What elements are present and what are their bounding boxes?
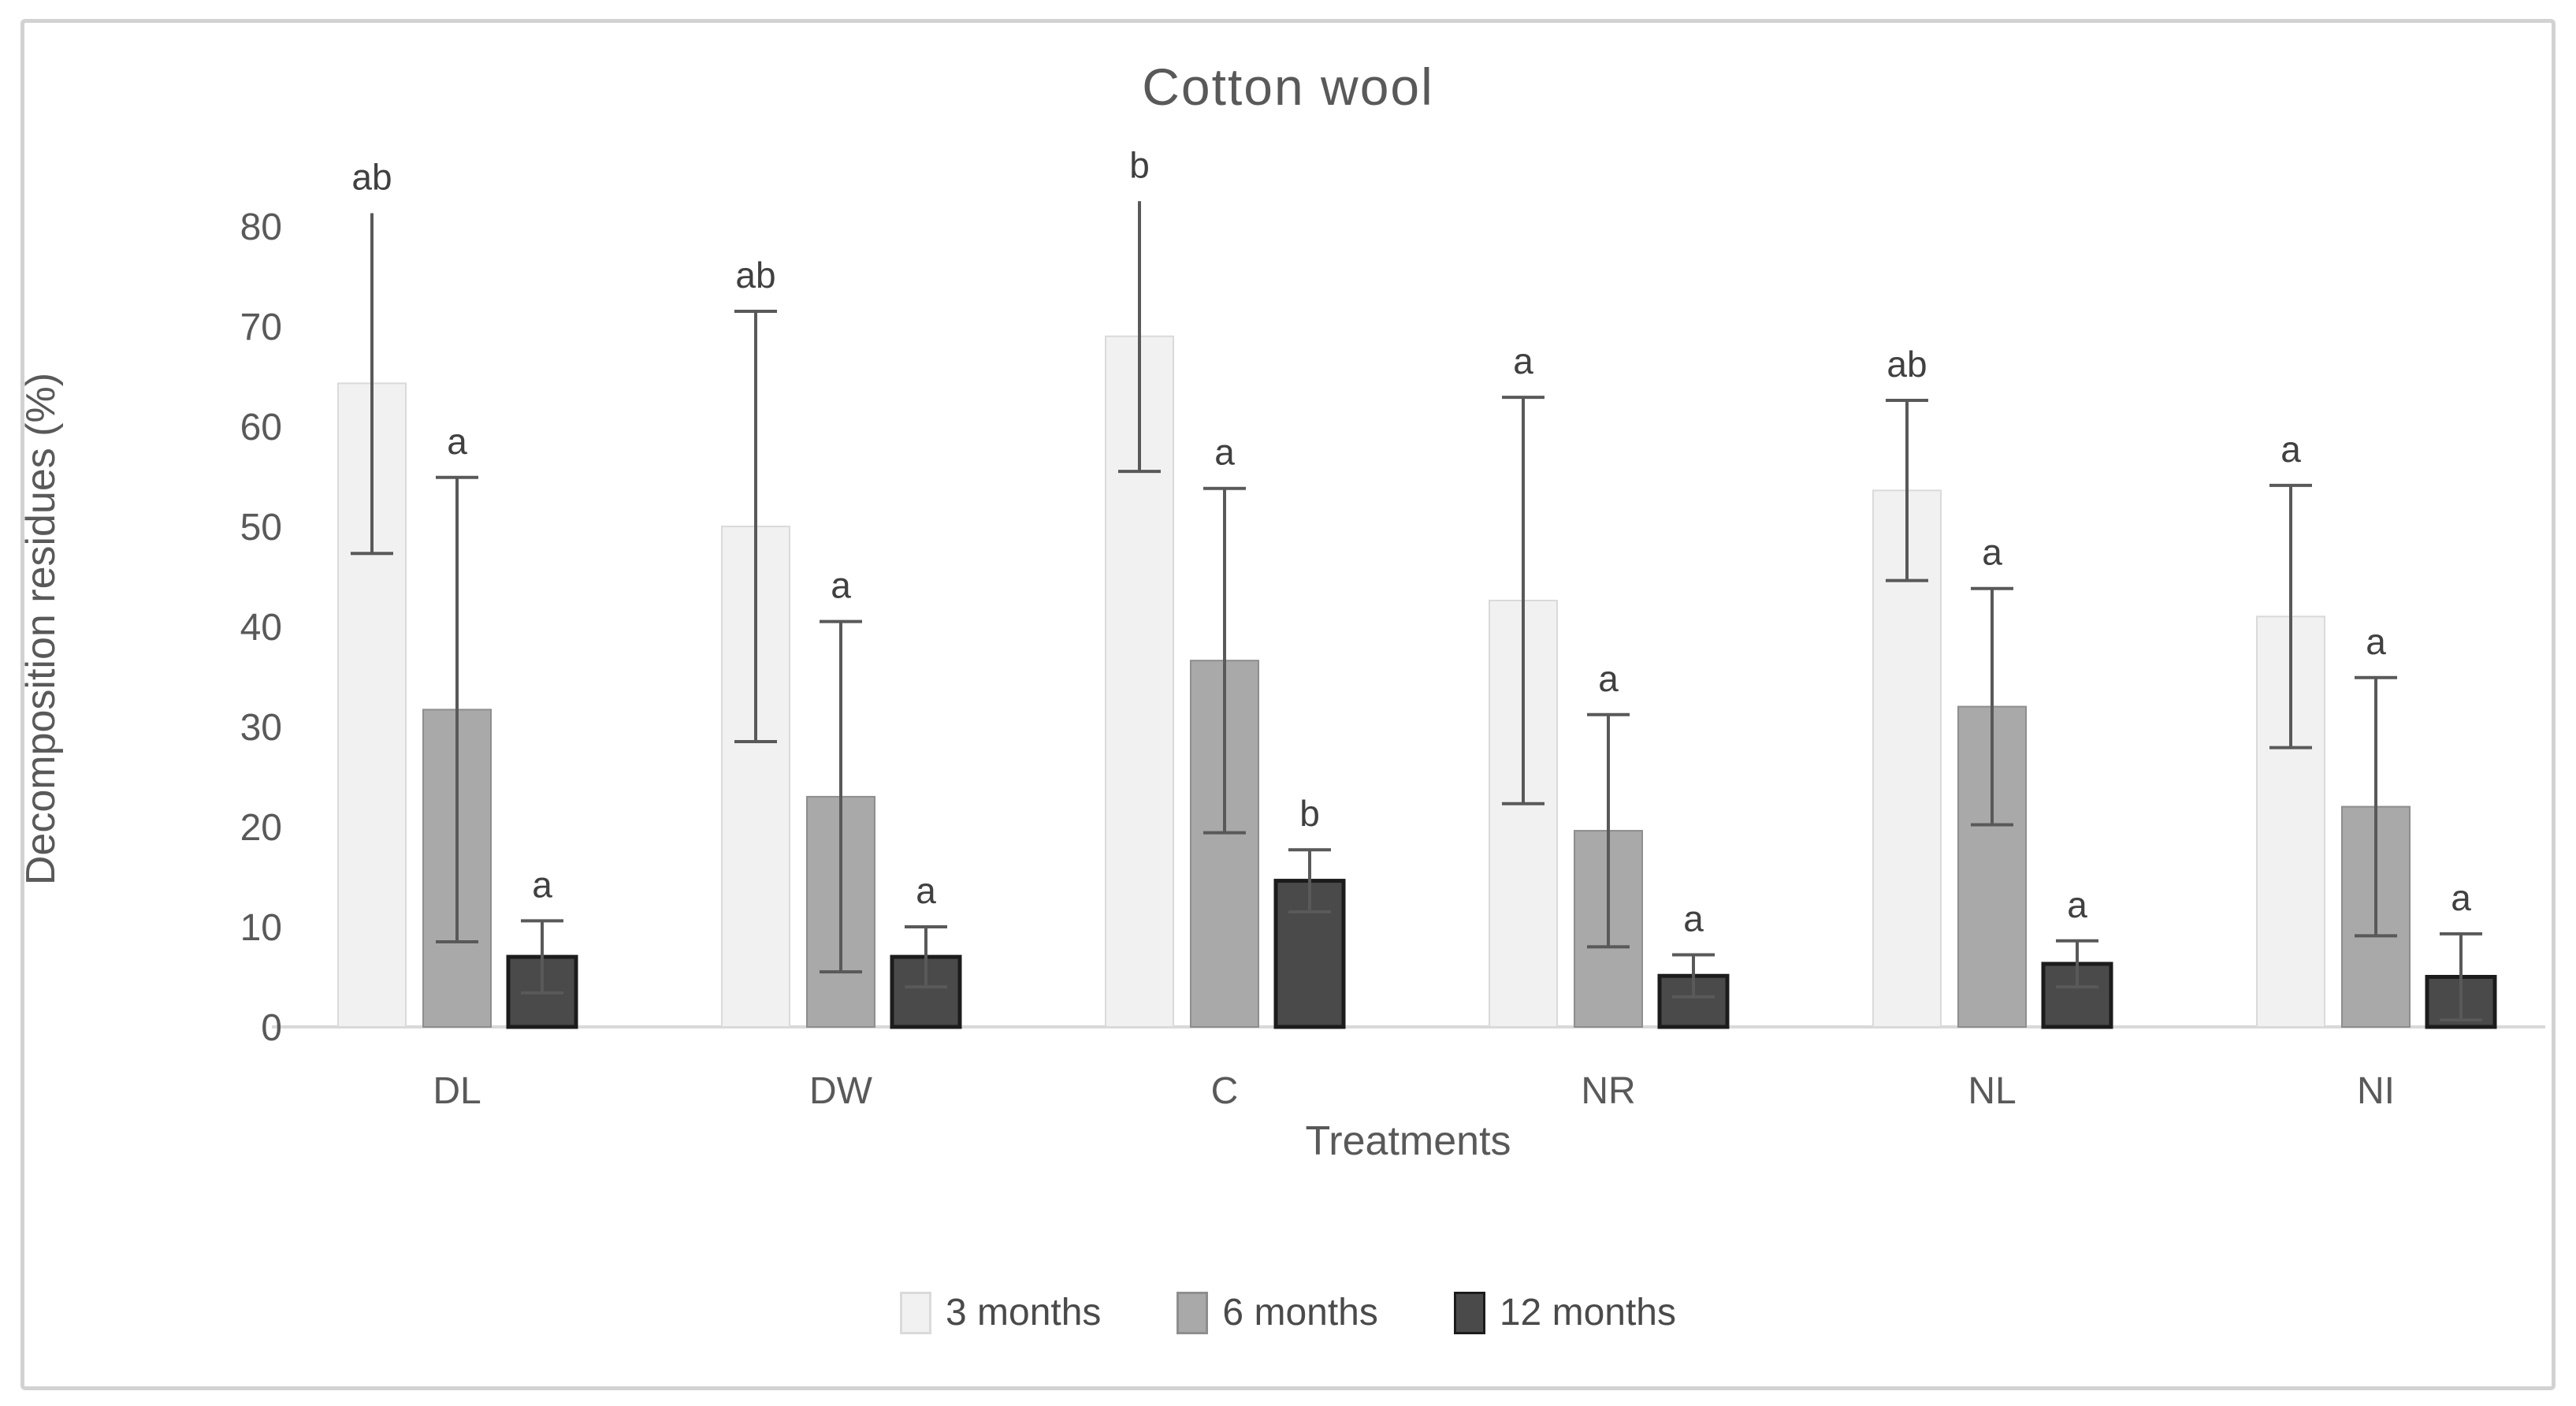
x-axis-title: Treatments (1305, 1118, 1511, 1164)
significance-letter-NR-12-months: a (1683, 898, 1704, 939)
legend-item-6-months: 6 months (1176, 1291, 1378, 1334)
y-tick-label: 60 (240, 407, 282, 448)
significance-letter-C-12-months: b (1299, 793, 1320, 834)
bar-DW-12-months (890, 954, 962, 1029)
significance-letter-NR-3-months: a (1513, 340, 1533, 381)
significance-letter-DL-6-months: a (447, 421, 467, 462)
significance-letter-DW-6-months: a (831, 565, 851, 606)
chart-title: Cotton wool (1142, 58, 1434, 116)
significance-letter-NI-3-months: a (2280, 429, 2301, 470)
legend-swatch-icon (1453, 1291, 1485, 1334)
chart-frame (20, 19, 2556, 1390)
significance-letter-DW-12-months: a (916, 870, 936, 911)
y-tick-label: 20 (240, 807, 282, 849)
significance-letter-NL-3-months: ab (1886, 344, 1927, 385)
legend-swatch-icon (1176, 1291, 1209, 1334)
y-tick-label: 50 (240, 507, 282, 549)
y-tick-label: 70 (240, 307, 282, 348)
significance-letter-NR-6-months: a (1598, 658, 1619, 699)
legend-item-12-months: 12 months (1453, 1291, 1676, 1334)
legend-swatch-icon (899, 1291, 931, 1334)
y-tick-label: 80 (240, 206, 282, 248)
significance-letter-DL-12-months: a (532, 864, 552, 905)
legend-label: 3 months (945, 1292, 1102, 1333)
x-axis-category-label: DW (809, 1070, 873, 1112)
y-tick-label: 30 (240, 707, 282, 749)
significance-letter-NI-12-months: a (2451, 877, 2471, 918)
y-tick-label: 40 (240, 607, 282, 649)
x-axis-category-label: C (1211, 1070, 1239, 1112)
x-axis-category-label: NR (1581, 1070, 1635, 1112)
significance-letter-NI-6-months: a (2366, 621, 2386, 662)
significance-letter-NL-6-months: a (1982, 532, 2002, 573)
x-axis-category-label: DL (433, 1070, 481, 1112)
significance-letter-DW-3-months: ab (735, 255, 775, 296)
legend-label: 12 months (1499, 1292, 1676, 1333)
significance-letter-C-6-months: a (1214, 432, 1235, 473)
significance-letter-C-3-months: b (1129, 144, 1150, 185)
x-axis-category-label: NL (1968, 1070, 2016, 1112)
y-tick-label: 10 (240, 907, 282, 949)
significance-letter-DL-3-months: ab (351, 156, 392, 197)
chart-legend: 3 months 6 months 12 months (0, 1291, 2576, 1334)
legend-item-3-months: 3 months (899, 1291, 1102, 1334)
significance-letter-NL-12-months: a (2067, 884, 2087, 925)
x-axis-category-label: NI (2357, 1070, 2395, 1112)
y-tick-label: 0 (261, 1007, 282, 1049)
legend-label: 6 months (1222, 1292, 1378, 1333)
